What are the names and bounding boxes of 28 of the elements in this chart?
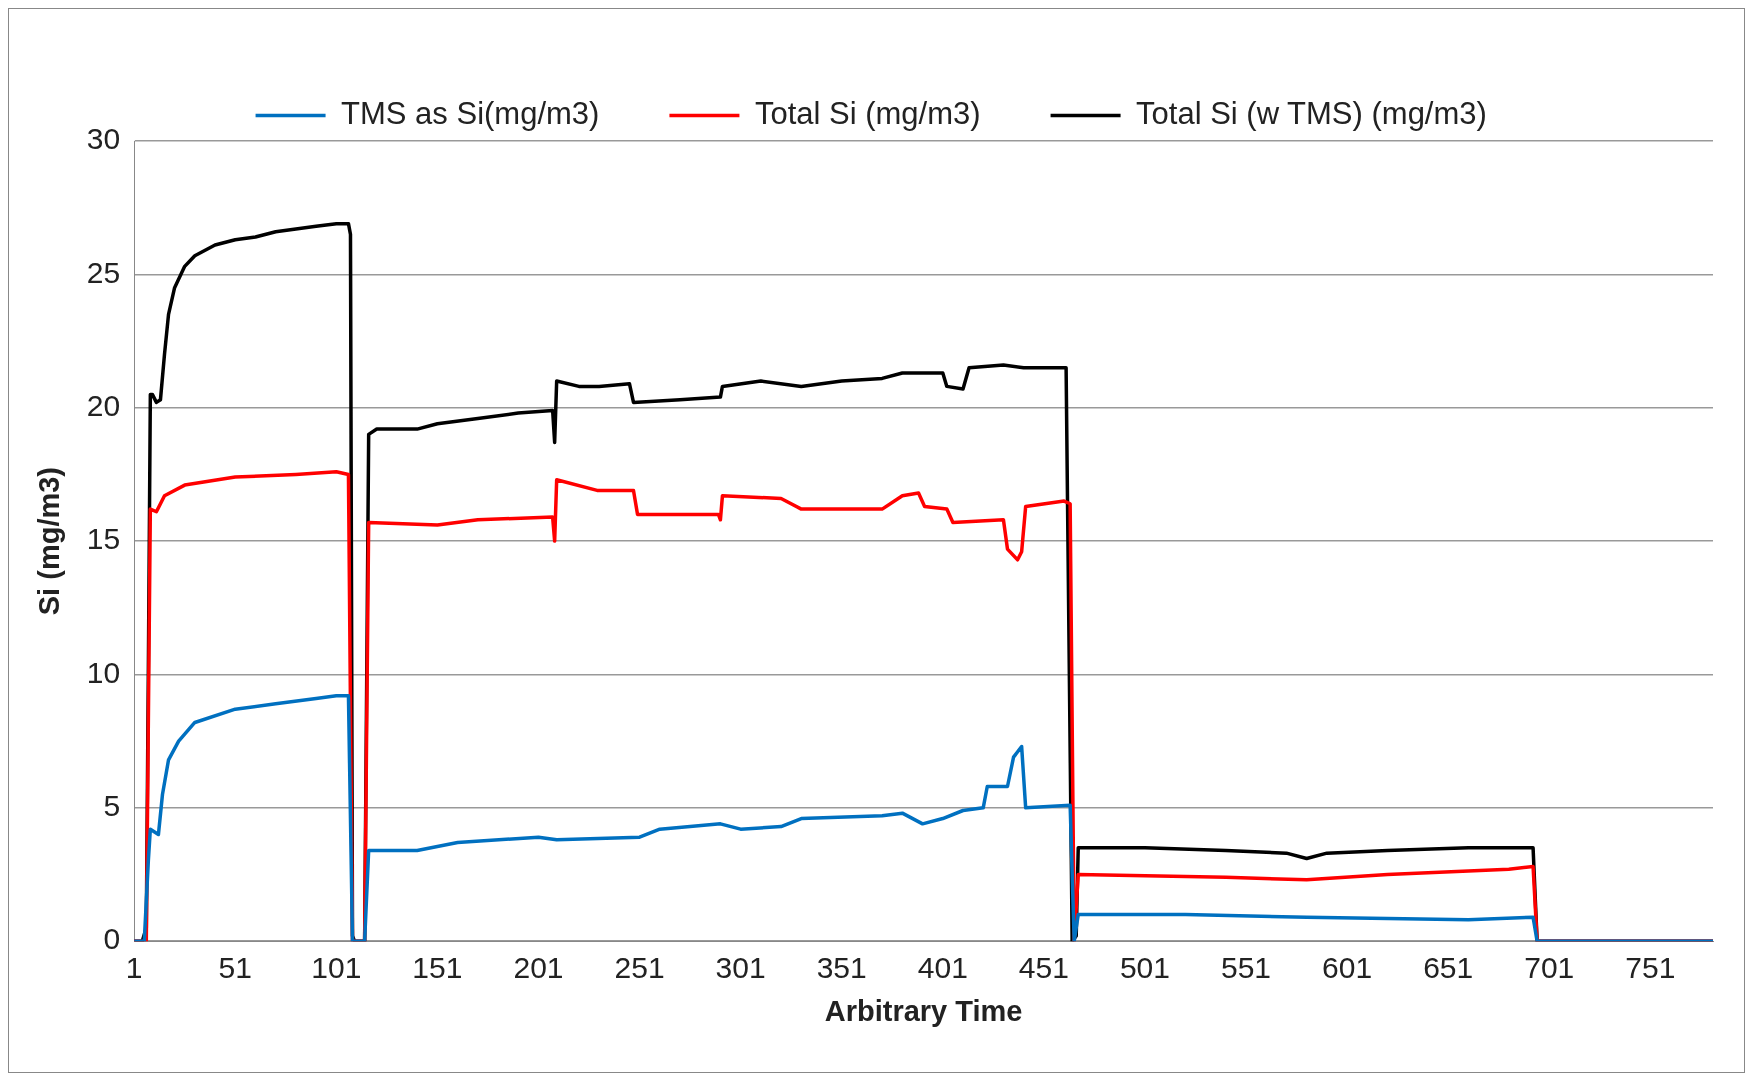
y-tick-label: 30 bbox=[86, 122, 121, 156]
x-tick-label: 251 bbox=[614, 951, 665, 985]
y-tick-label: 25 bbox=[86, 255, 121, 289]
x-tick-label: 1 bbox=[125, 951, 143, 985]
x-tick-label: 701 bbox=[1524, 951, 1575, 985]
legend-label: Total Si (mg/m3) bbox=[754, 96, 981, 132]
x-tick-label: 651 bbox=[1423, 951, 1474, 985]
y-tick-label: 0 bbox=[103, 922, 121, 956]
x-tick-label: 401 bbox=[917, 951, 968, 985]
x-tick-label: 101 bbox=[311, 951, 362, 985]
legend-label: Total Si (w TMS) (mg/m3) bbox=[1136, 96, 1487, 132]
x-tick-label: 501 bbox=[1119, 951, 1170, 985]
y-tick-label: 5 bbox=[103, 789, 121, 823]
x-tick-label: 201 bbox=[513, 951, 564, 985]
x-axis-title: Arbitrary Time bbox=[824, 994, 1023, 1027]
legend-label: TMS as Si(mg/m3) bbox=[341, 96, 600, 132]
y-tick-label: 20 bbox=[86, 389, 121, 422]
x-tick-label: 601 bbox=[1322, 951, 1373, 985]
y-axis-title: Si (mg/m3) bbox=[33, 466, 66, 616]
x-tick-label: 751 bbox=[1625, 951, 1676, 985]
x-tick-label: 151 bbox=[412, 951, 463, 985]
y-tick-label: 10 bbox=[86, 655, 121, 689]
x-tick-label: 351 bbox=[816, 951, 867, 985]
x-tick-label: 451 bbox=[1018, 951, 1069, 985]
y-tick-label: 15 bbox=[86, 522, 121, 556]
x-tick-label: 551 bbox=[1220, 951, 1272, 985]
x-tick-label: 301 bbox=[715, 951, 766, 985]
x-tick-label: 51 bbox=[218, 951, 252, 985]
